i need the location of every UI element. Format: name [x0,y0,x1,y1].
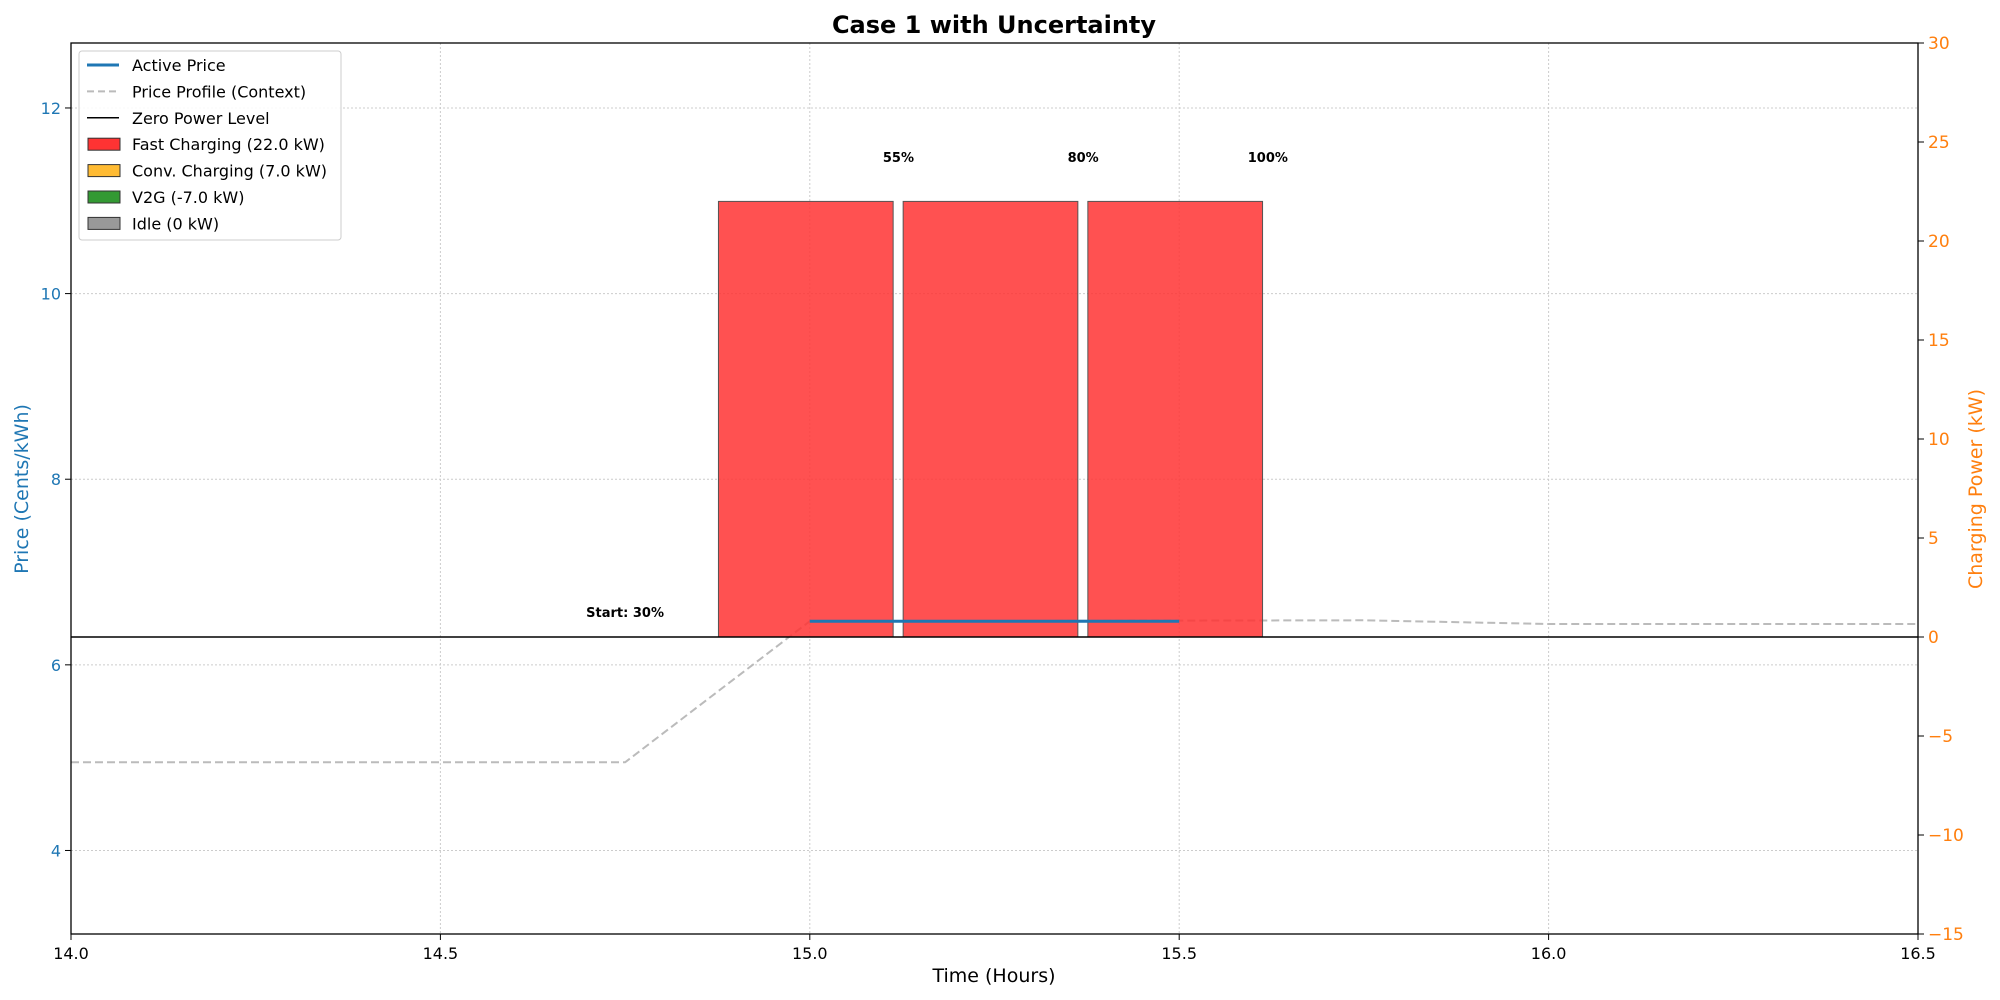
soc-annotation: 55% [883,151,914,166]
x-tick-label: 15.0 [792,944,828,963]
legend-handle [87,190,121,204]
y-tick-label: 8 [51,470,61,489]
annotations: Start: 30% 55% 80% 100% [586,151,1288,621]
legend-label: Fast Charging (22.0 kW) [132,135,325,154]
soc-annotation: 80% [1068,151,1099,166]
legend-label: Zero Power Level [132,109,270,128]
y2-tick-label: −15 [1928,925,1964,945]
y-tick-label: 12 [41,99,61,118]
charging-bar [717,200,894,638]
x-tick-label: 16.5 [1900,944,1936,963]
y2-tick-label: 15 [1928,331,1950,351]
charging-bar [1087,200,1264,638]
y2-tick-label: 25 [1928,133,1950,153]
y2-tick-label: 30 [1928,34,1950,54]
soc-annotation: 100% [1248,151,1288,166]
price-profile-layer [71,619,1918,764]
legend-handle [87,137,121,151]
legend-label: Price Profile (Context) [132,82,306,101]
x-tick-label: 14.0 [53,944,89,963]
soc-annotation: Start: 30% [586,606,664,621]
x-tick-label: 14.5 [423,944,459,963]
plot-frame [70,42,1919,935]
y2-axis-label: Charging Power (kW) [1965,389,1987,589]
legend-handle [87,164,121,178]
charging-bar [902,200,1079,638]
legend-label: Idle (0 kW) [132,214,219,233]
y2-tick-label: −10 [1928,826,1964,846]
y-tick-label: 10 [41,285,61,304]
x-tick-label: 15.5 [1161,944,1197,963]
y2-tick-label: 0 [1928,628,1939,648]
y-tick-label: 6 [51,656,61,675]
ticks: 14.0 14.5 15.0 15.5 16.0 16.5 4 6 8 10 12 −15 −10 −5 0… [41,34,1964,963]
y2-tick-label: 10 [1928,430,1950,450]
legend-label: V2G (-7.0 kW) [132,188,244,207]
x-tick-label: 16.0 [1531,944,1567,963]
y-axis-label: Price (Cents/kWh) [11,404,33,574]
y2-tick-label: 20 [1928,232,1950,252]
charging-bars [717,200,1264,638]
legend-label: Conv. Charging (7.0 kW) [132,162,327,181]
y2-tick-label: 5 [1928,529,1939,549]
chart-title: Case 1 with Uncertainty [832,11,1156,39]
y-tick-label: 4 [51,841,61,860]
legend: Active Price Price Profile (Context) Zero … [78,50,342,241]
legend-handle [87,216,121,230]
y2-tick-label: −5 [1928,727,1953,747]
price-profile-line [71,619,1918,764]
legend-label: Active Price [132,56,226,75]
x-axis-label: Time (Hours) [931,965,1055,987]
legend-box [78,50,342,241]
